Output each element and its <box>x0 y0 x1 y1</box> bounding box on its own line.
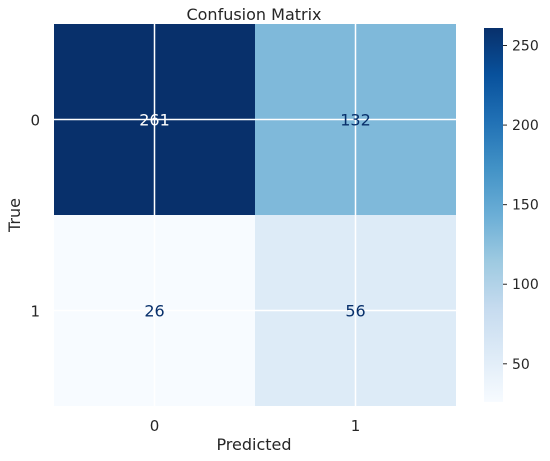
colorbar-tick-label-250: 250 <box>512 39 539 55</box>
chart-title: Confusion Matrix <box>186 5 321 24</box>
cell-value-label-1-1: 56 <box>345 302 365 321</box>
colorbar <box>484 28 503 402</box>
x-tick-label-0: 0 <box>150 417 160 435</box>
x-axis-label: Predicted <box>216 435 291 454</box>
colorbar-tick-label-100: 100 <box>512 277 539 293</box>
cell-value-label-0-1: 132 <box>340 111 371 130</box>
x-tick-label-1: 1 <box>351 417 361 435</box>
cell-value-label-1-0: 26 <box>144 302 164 321</box>
colorbar-tick-label-50: 50 <box>512 357 530 373</box>
y-axis-label: True <box>5 198 24 233</box>
colorbar-tick-label-150: 150 <box>512 198 539 214</box>
colorbar-tick-label-200: 200 <box>512 118 539 134</box>
y-tick-label-0: 0 <box>30 112 40 130</box>
cell-value-label-0-0: 261 <box>139 111 170 130</box>
y-tick-label-1: 1 <box>30 303 40 321</box>
